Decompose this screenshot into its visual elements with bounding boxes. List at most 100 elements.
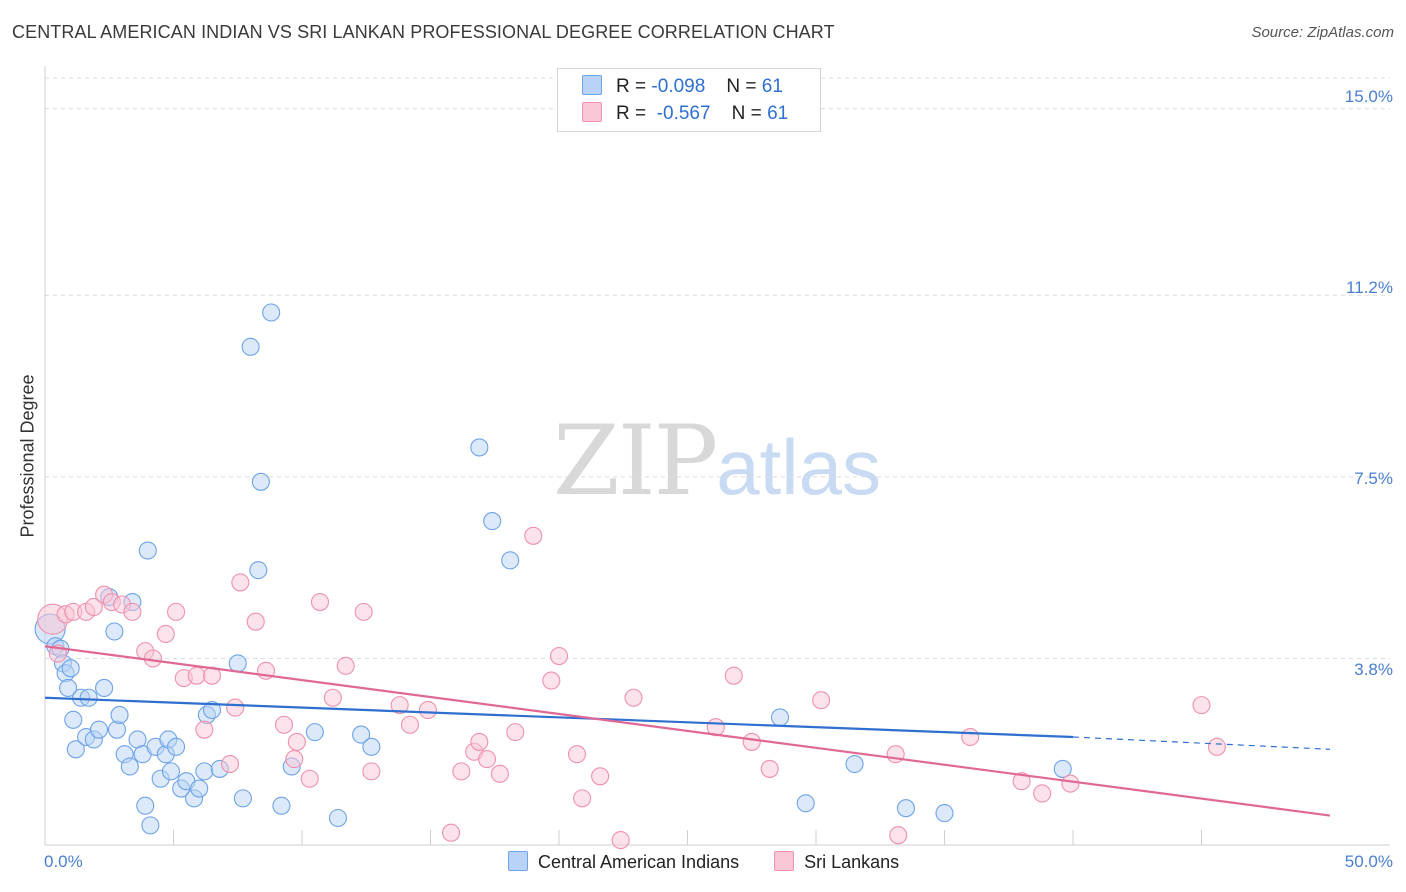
point-sri-lankan [195, 720, 214, 739]
y-tick-label: 7.5% [1354, 469, 1393, 488]
point-sri-lankan [400, 715, 419, 734]
legend-item-label: Sri Lankans [804, 852, 900, 872]
point-central-american-indian [79, 688, 98, 707]
point-sri-lankan [1012, 772, 1031, 791]
point-sri-lankan [542, 671, 561, 690]
point-central-american-indian [107, 720, 127, 739]
point-sri-lankan [287, 732, 306, 751]
point-central-american-indian [64, 710, 83, 729]
point-central-american-indian [105, 622, 124, 641]
point-sri-lankan [611, 831, 630, 850]
series-legend: Central American Indians Sri Lankans [508, 851, 929, 873]
point-central-american-indian [796, 794, 815, 813]
point-sri-lankan [226, 698, 245, 717]
point-central-american-indian [935, 804, 954, 823]
point-sri-lankan [724, 666, 743, 685]
point-central-american-indian [195, 762, 214, 781]
data-points [34, 303, 1226, 850]
point-sri-lankan [961, 727, 980, 747]
point-sri-lankan [506, 723, 525, 742]
legend-item-label: Central American Indians [538, 852, 740, 872]
watermark-atlas: atlas [716, 423, 881, 511]
legend-n-label: N = [726, 76, 757, 97]
legend-n-value: 61 [767, 103, 789, 124]
point-sri-lankan [285, 750, 304, 769]
source-label: Source: ZipAtlas.com [1251, 24, 1394, 41]
point-sri-lankan [418, 700, 437, 720]
point-central-american-indian [845, 754, 864, 774]
point-sri-lankan [470, 732, 489, 751]
point-central-american-indian [61, 659, 80, 678]
x-tick-label: 0.0% [44, 852, 83, 871]
point-central-american-indian [110, 705, 129, 724]
point-sri-lankan [246, 612, 265, 631]
legend-r-label: R = [616, 76, 647, 97]
x-tick-label: 50.0% [1344, 852, 1393, 871]
legend-swatch-blue [508, 851, 528, 872]
point-sri-lankan [1192, 696, 1211, 715]
legend-item-central-american-indians[interactable]: Central American Indians [508, 851, 740, 873]
point-sri-lankan [573, 789, 592, 808]
point-sri-lankan [490, 764, 509, 783]
point-central-american-indian [161, 762, 180, 781]
legend-row-sri-lankan: R = -0.567 N = 61 [582, 101, 789, 127]
point-central-american-indian [120, 757, 139, 776]
point-sri-lankan [889, 826, 908, 845]
legend-r-value: -0.567 [656, 103, 711, 124]
legend-swatch-blue [582, 74, 602, 95]
point-central-american-indian [228, 654, 247, 673]
point-central-american-indian [362, 737, 381, 756]
point-central-american-indian [272, 796, 291, 815]
point-sri-lankan [1061, 774, 1080, 793]
point-sri-lankan [591, 767, 610, 786]
point-central-american-indian [251, 472, 270, 491]
point-sri-lankan [231, 573, 250, 592]
y-tick-label: 11.2% [1346, 278, 1393, 297]
legend-r-label: R = [616, 103, 647, 124]
point-central-american-indian [95, 678, 114, 697]
point-central-american-indian [66, 740, 85, 759]
trend-line-central-american-indians [44, 696, 1074, 739]
point-sri-lankan [187, 666, 206, 685]
point-central-american-indian [233, 789, 252, 808]
point-central-american-indian [262, 303, 281, 322]
y-tick-label: 3.8% [1354, 660, 1393, 679]
point-central-american-indian [483, 512, 502, 531]
point-central-american-indian [249, 561, 268, 580]
point-central-american-indian [190, 779, 209, 798]
trend-line-extension [1072, 736, 1331, 750]
point-sri-lankan [354, 602, 373, 621]
point-sri-lankan [84, 597, 103, 617]
chart-title: CENTRAL AMERICAN INDIAN VS SRI LANKAN PR… [12, 22, 835, 42]
point-central-american-indian [328, 808, 348, 828]
point-central-american-indian [305, 723, 324, 742]
point-central-american-indian [138, 541, 157, 560]
point-central-american-indian [501, 551, 520, 570]
point-central-american-indian [136, 796, 155, 815]
point-sri-lankan [123, 602, 142, 621]
point-sri-lankan [1033, 784, 1052, 803]
legend-swatch-pink [774, 851, 795, 872]
legend-n-value: 61 [761, 76, 783, 97]
point-sri-lankan [300, 769, 319, 788]
point-sri-lankan [624, 688, 643, 707]
point-sri-lankan [567, 745, 587, 764]
point-sri-lankan [452, 762, 471, 781]
legend-row-central-american: R = -0.098 N = 61 [582, 74, 783, 100]
point-sri-lankan [524, 526, 543, 545]
legend-n-label: N = [731, 103, 762, 124]
point-central-american-indian [896, 799, 916, 818]
point-sri-lankan [477, 750, 497, 769]
watermark: ZIPatlas [553, 405, 881, 517]
watermark-zip: ZIP [553, 405, 718, 517]
point-sri-lankan [549, 646, 569, 666]
point-sri-lankan [442, 823, 461, 842]
legend-swatch-pink [582, 101, 602, 122]
point-central-american-indian [1053, 759, 1072, 778]
legend-item-sri-lankans[interactable]: Sri Lankans [774, 851, 900, 873]
y-tick-label: 15.0% [1344, 87, 1393, 106]
point-sri-lankan [336, 656, 355, 675]
point-sri-lankan [156, 624, 175, 644]
point-central-american-indian [141, 816, 160, 835]
point-sri-lankan [1207, 737, 1226, 756]
